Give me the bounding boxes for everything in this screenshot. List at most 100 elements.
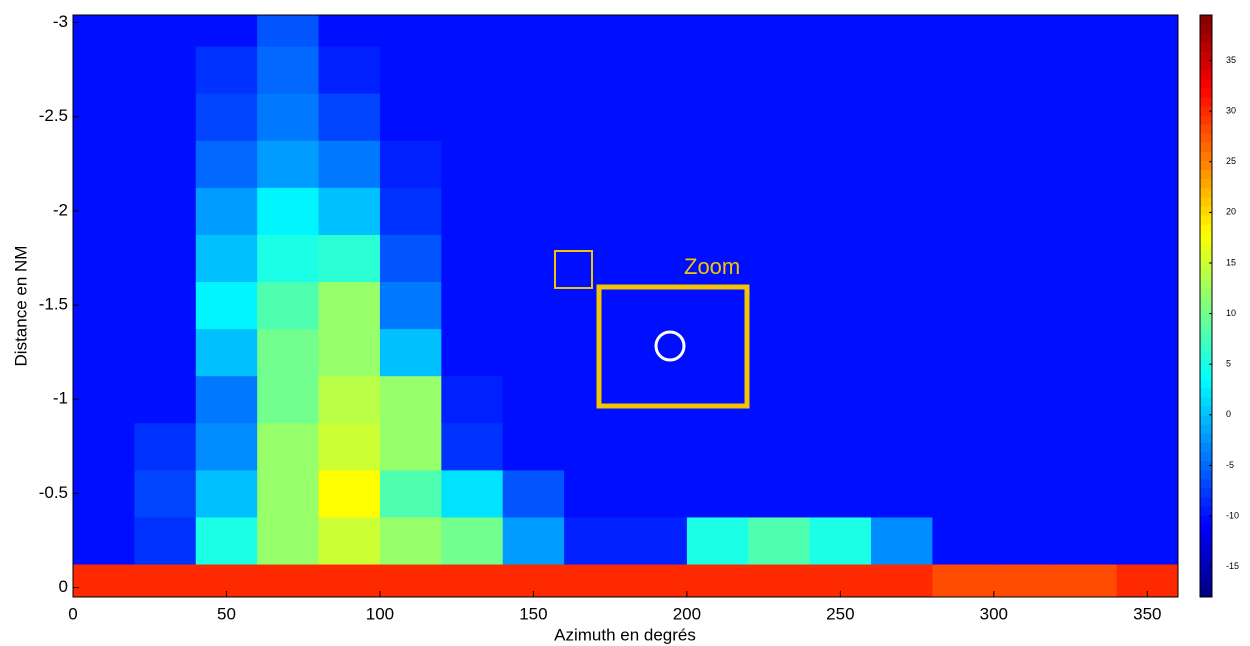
heat-cell (318, 15, 381, 47)
heat-cell (993, 46, 1056, 94)
colorbar-step (1200, 242, 1212, 252)
heat-cell (1116, 469, 1178, 518)
heat-cell (809, 46, 872, 94)
heat-cell (871, 469, 933, 518)
heat-cell (502, 422, 565, 471)
heat-cell (318, 375, 381, 424)
heat-cell (195, 328, 258, 377)
colorbar-step (1200, 287, 1212, 298)
heat-cell (809, 234, 872, 283)
heat-cell (73, 564, 135, 597)
colorbar-tick-label: 25 (1226, 156, 1236, 166)
heat-cell (993, 15, 1056, 47)
heat-cell (932, 46, 995, 94)
heat-cell (625, 140, 688, 188)
heat-cell (379, 234, 442, 283)
heat-cell (441, 328, 504, 377)
heat-cell (748, 234, 811, 283)
heat-cell (134, 469, 197, 518)
heat-cell (564, 328, 626, 377)
heat-cell (257, 469, 320, 518)
colorbar-step (1200, 324, 1212, 334)
y-tick-label: -0.5 (39, 483, 68, 502)
heat-cell (73, 187, 135, 235)
heat-cell (748, 140, 811, 188)
heat-cell (1055, 93, 1118, 141)
heat-cell (748, 328, 811, 377)
heat-cell (257, 93, 320, 141)
heat-cell (809, 187, 872, 235)
colorbar-step (1200, 587, 1212, 598)
heat-cell (1116, 281, 1178, 330)
colorbar-tick-label: 10 (1226, 308, 1236, 318)
heat-cell (73, 469, 135, 518)
heat-cell (195, 516, 258, 565)
heat-cell (257, 140, 320, 188)
y-tick-label: -1.5 (39, 295, 68, 314)
heat-cell (564, 46, 626, 94)
colorbar-step (1200, 569, 1212, 580)
heat-cell (257, 234, 320, 283)
heat-cell (1055, 15, 1118, 47)
heat-cell (134, 234, 197, 283)
colorbar-step (1200, 333, 1212, 343)
heat-cell (134, 281, 197, 330)
colorbar-step (1200, 42, 1212, 52)
heat-cell (257, 516, 320, 565)
heat-cell (809, 328, 872, 377)
heat-cell (748, 93, 811, 141)
colorbar-step (1200, 469, 1212, 480)
heat-cell (625, 187, 688, 235)
colorbar-step (1200, 378, 1212, 389)
heat-cell (441, 140, 504, 188)
heat-cell (686, 46, 749, 94)
heat-cell (932, 15, 995, 47)
x-tick-label: 150 (519, 604, 547, 623)
x-tick-label: 300 (980, 604, 1008, 623)
heat-cell (993, 469, 1056, 518)
heat-cell (318, 93, 381, 141)
heat-cell (748, 422, 811, 471)
colorbar-frame (1199, 14, 1213, 598)
heat-cell (73, 46, 135, 94)
heat-cell (1116, 516, 1178, 565)
heat-cell (993, 516, 1056, 565)
colorbar-tick-label: 0 (1226, 409, 1231, 419)
heat-cell (502, 187, 565, 235)
heat-cell (993, 140, 1056, 188)
annotation: Zoom (684, 254, 740, 279)
heat-cell (564, 516, 626, 565)
heat-cell (871, 93, 933, 141)
heat-cell (441, 187, 504, 235)
heat-cell (318, 234, 381, 283)
heat-cell (625, 15, 688, 47)
heat-cell (993, 234, 1056, 283)
heat-cell (809, 140, 872, 188)
heat-cell (502, 15, 565, 47)
heat-cell (502, 93, 565, 141)
colorbar-step (1200, 496, 1212, 507)
y-tick-label: -2 (53, 200, 68, 219)
heat-cell (625, 93, 688, 141)
heat-cell (686, 422, 749, 471)
heat-cell (257, 328, 320, 377)
heat-cell (195, 187, 258, 235)
colorbar-step (1200, 478, 1212, 489)
colorbar-tick-label: -5 (1226, 460, 1234, 470)
heat-cell (993, 281, 1056, 330)
heat-cell (195, 422, 258, 471)
colorbar-step (1200, 215, 1212, 225)
heat-cell (625, 564, 688, 597)
heat-cell (564, 564, 626, 597)
heat-cell (379, 46, 442, 94)
colorbar-step (1200, 451, 1212, 462)
heat-cell (564, 234, 626, 283)
heat-cell (686, 375, 749, 424)
heat-cell (871, 15, 933, 47)
heat-cell (871, 328, 933, 377)
y-tick-label: -1 (53, 389, 68, 408)
heat-cell (318, 422, 381, 471)
heat-cell (748, 15, 811, 47)
colorbar-step (1200, 506, 1212, 516)
colorbar-step (1200, 369, 1212, 380)
